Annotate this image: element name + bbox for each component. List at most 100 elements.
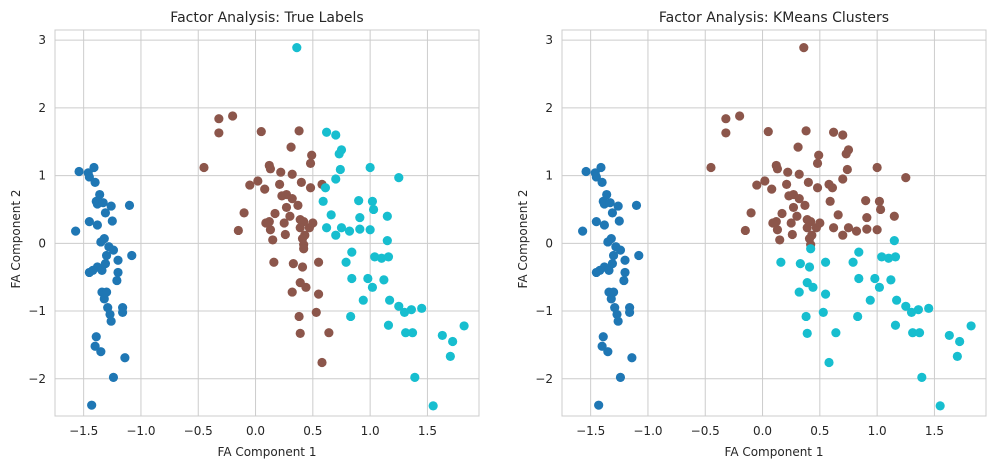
right-series-1-point — [874, 196, 885, 206]
right-series-1-point — [803, 177, 813, 187]
right-series-2-point — [865, 295, 875, 305]
right-series-2-point — [802, 328, 812, 338]
left-series-2-point — [331, 174, 341, 184]
left-series-0-point — [71, 226, 81, 236]
right-series-1-point — [851, 226, 862, 236]
right-plot-frame — [561, 29, 987, 417]
right-series-1-point — [767, 184, 777, 194]
right-series-0-point — [615, 245, 626, 255]
right-series-1-point — [775, 235, 785, 245]
right-y-axis-label: FA Component 2 — [516, 190, 530, 289]
right-series-0-point — [607, 259, 618, 269]
right-series-2-point — [854, 247, 864, 257]
right-series-2-point — [808, 282, 818, 292]
left-series-2-point — [355, 224, 365, 234]
left-x-ticks: −1.5 −1.0 −0.5 0.0 0.5 1.0 1.5 — [69, 424, 437, 438]
right-x-tick-label: −1.5 — [576, 424, 605, 438]
right-y-tick-label: 3 — [545, 33, 553, 47]
right-series-2-point — [935, 401, 945, 411]
right-series-1-point — [746, 208, 756, 218]
left-series-2-point — [320, 183, 331, 193]
left-series-1-point — [233, 225, 243, 236]
left-series-1-point — [286, 142, 296, 152]
left-x-tick-label: −0.5 — [184, 424, 213, 438]
left-series-1-point — [269, 257, 279, 267]
left-series-2-point — [321, 127, 332, 137]
left-series-2-point — [376, 253, 387, 263]
left-series-2-point — [383, 320, 394, 330]
left-series-2-point — [383, 252, 394, 262]
right-series-2-point — [806, 244, 816, 254]
right-series-2-point — [890, 252, 901, 262]
left-x-tick-label: 0.5 — [303, 424, 322, 438]
right-series-2-point — [883, 253, 894, 263]
left-series-1-point — [265, 225, 276, 235]
left-series-0-point — [113, 267, 123, 278]
left-series-2-point — [385, 295, 395, 305]
right-series-2-point — [889, 236, 899, 246]
right-series-1-point — [828, 223, 839, 233]
right-series-0-point — [598, 332, 608, 342]
right-series-1-point — [841, 149, 851, 159]
left-series-2-point — [437, 330, 447, 341]
right-series-1-point — [801, 126, 811, 136]
right-series-0-point — [607, 208, 618, 218]
left-series-2-point — [370, 252, 380, 262]
right-series-1-point — [872, 162, 882, 173]
left-series-2-point — [399, 307, 410, 317]
right-series-2-point — [892, 295, 902, 305]
left-series-2-point — [365, 162, 375, 173]
left-series-0-point — [113, 255, 123, 265]
left-series-1-point — [308, 218, 318, 228]
left-series-0-point — [127, 250, 137, 261]
left-y-tick-label: 3 — [38, 33, 46, 47]
left-series-1-point — [280, 229, 290, 240]
left-series-0-point — [124, 200, 135, 210]
right-series-0-point — [591, 172, 601, 182]
right-series-1-point — [833, 210, 843, 220]
right-y-tick-label: −1 — [535, 304, 553, 318]
right-series-1-point — [812, 158, 823, 169]
left-series-2-point — [292, 43, 302, 53]
left-series-2-point — [344, 226, 355, 236]
left-series-1-point — [214, 114, 224, 124]
left-series-1-point — [265, 164, 276, 174]
right-series-2-point — [794, 287, 804, 297]
right-series-0-point — [634, 250, 644, 261]
left-series-0-point — [105, 309, 115, 320]
left-x-tick-label: 0.0 — [246, 424, 265, 438]
left-series-0-point — [120, 353, 130, 363]
right-series-1-point — [862, 224, 872, 234]
left-series-2-point — [341, 257, 351, 267]
left-series-1-point — [285, 211, 295, 221]
right-series-1-point — [815, 218, 825, 228]
left-y-axis-label: FA Component 2 — [9, 190, 23, 289]
left-series-0-point — [87, 400, 97, 410]
right-x-tick-label: 1.0 — [868, 424, 887, 438]
right-series-0-point — [591, 267, 601, 278]
right-series-1-point — [842, 164, 852, 175]
right-series-0-point — [596, 162, 606, 173]
left-series-0-point — [91, 332, 101, 342]
left-series-1-point — [288, 259, 298, 269]
right-series-0-point — [591, 217, 601, 227]
right-series-0-point — [625, 307, 635, 317]
right-series-2-point — [877, 252, 887, 262]
right-series-0-point — [620, 267, 630, 278]
left-series-2-point — [331, 130, 341, 140]
right-series-0-point — [594, 400, 604, 410]
right-series-1-point — [875, 204, 886, 215]
right-series-2-point — [820, 257, 831, 267]
right-series-1-point — [763, 126, 773, 137]
right-series-2-point — [776, 257, 786, 267]
right-series-0-point — [608, 250, 619, 261]
right-series-1-point — [800, 200, 810, 210]
left-series-1-point — [307, 150, 317, 160]
right-series-2-point — [818, 307, 828, 317]
right-series-0-point — [605, 198, 615, 208]
left-y-tick-label: 0 — [38, 236, 46, 250]
right-y-tick-label: 1 — [545, 169, 553, 183]
left-series-2-point — [355, 212, 365, 223]
right-x-tick-label: 0.5 — [810, 424, 829, 438]
